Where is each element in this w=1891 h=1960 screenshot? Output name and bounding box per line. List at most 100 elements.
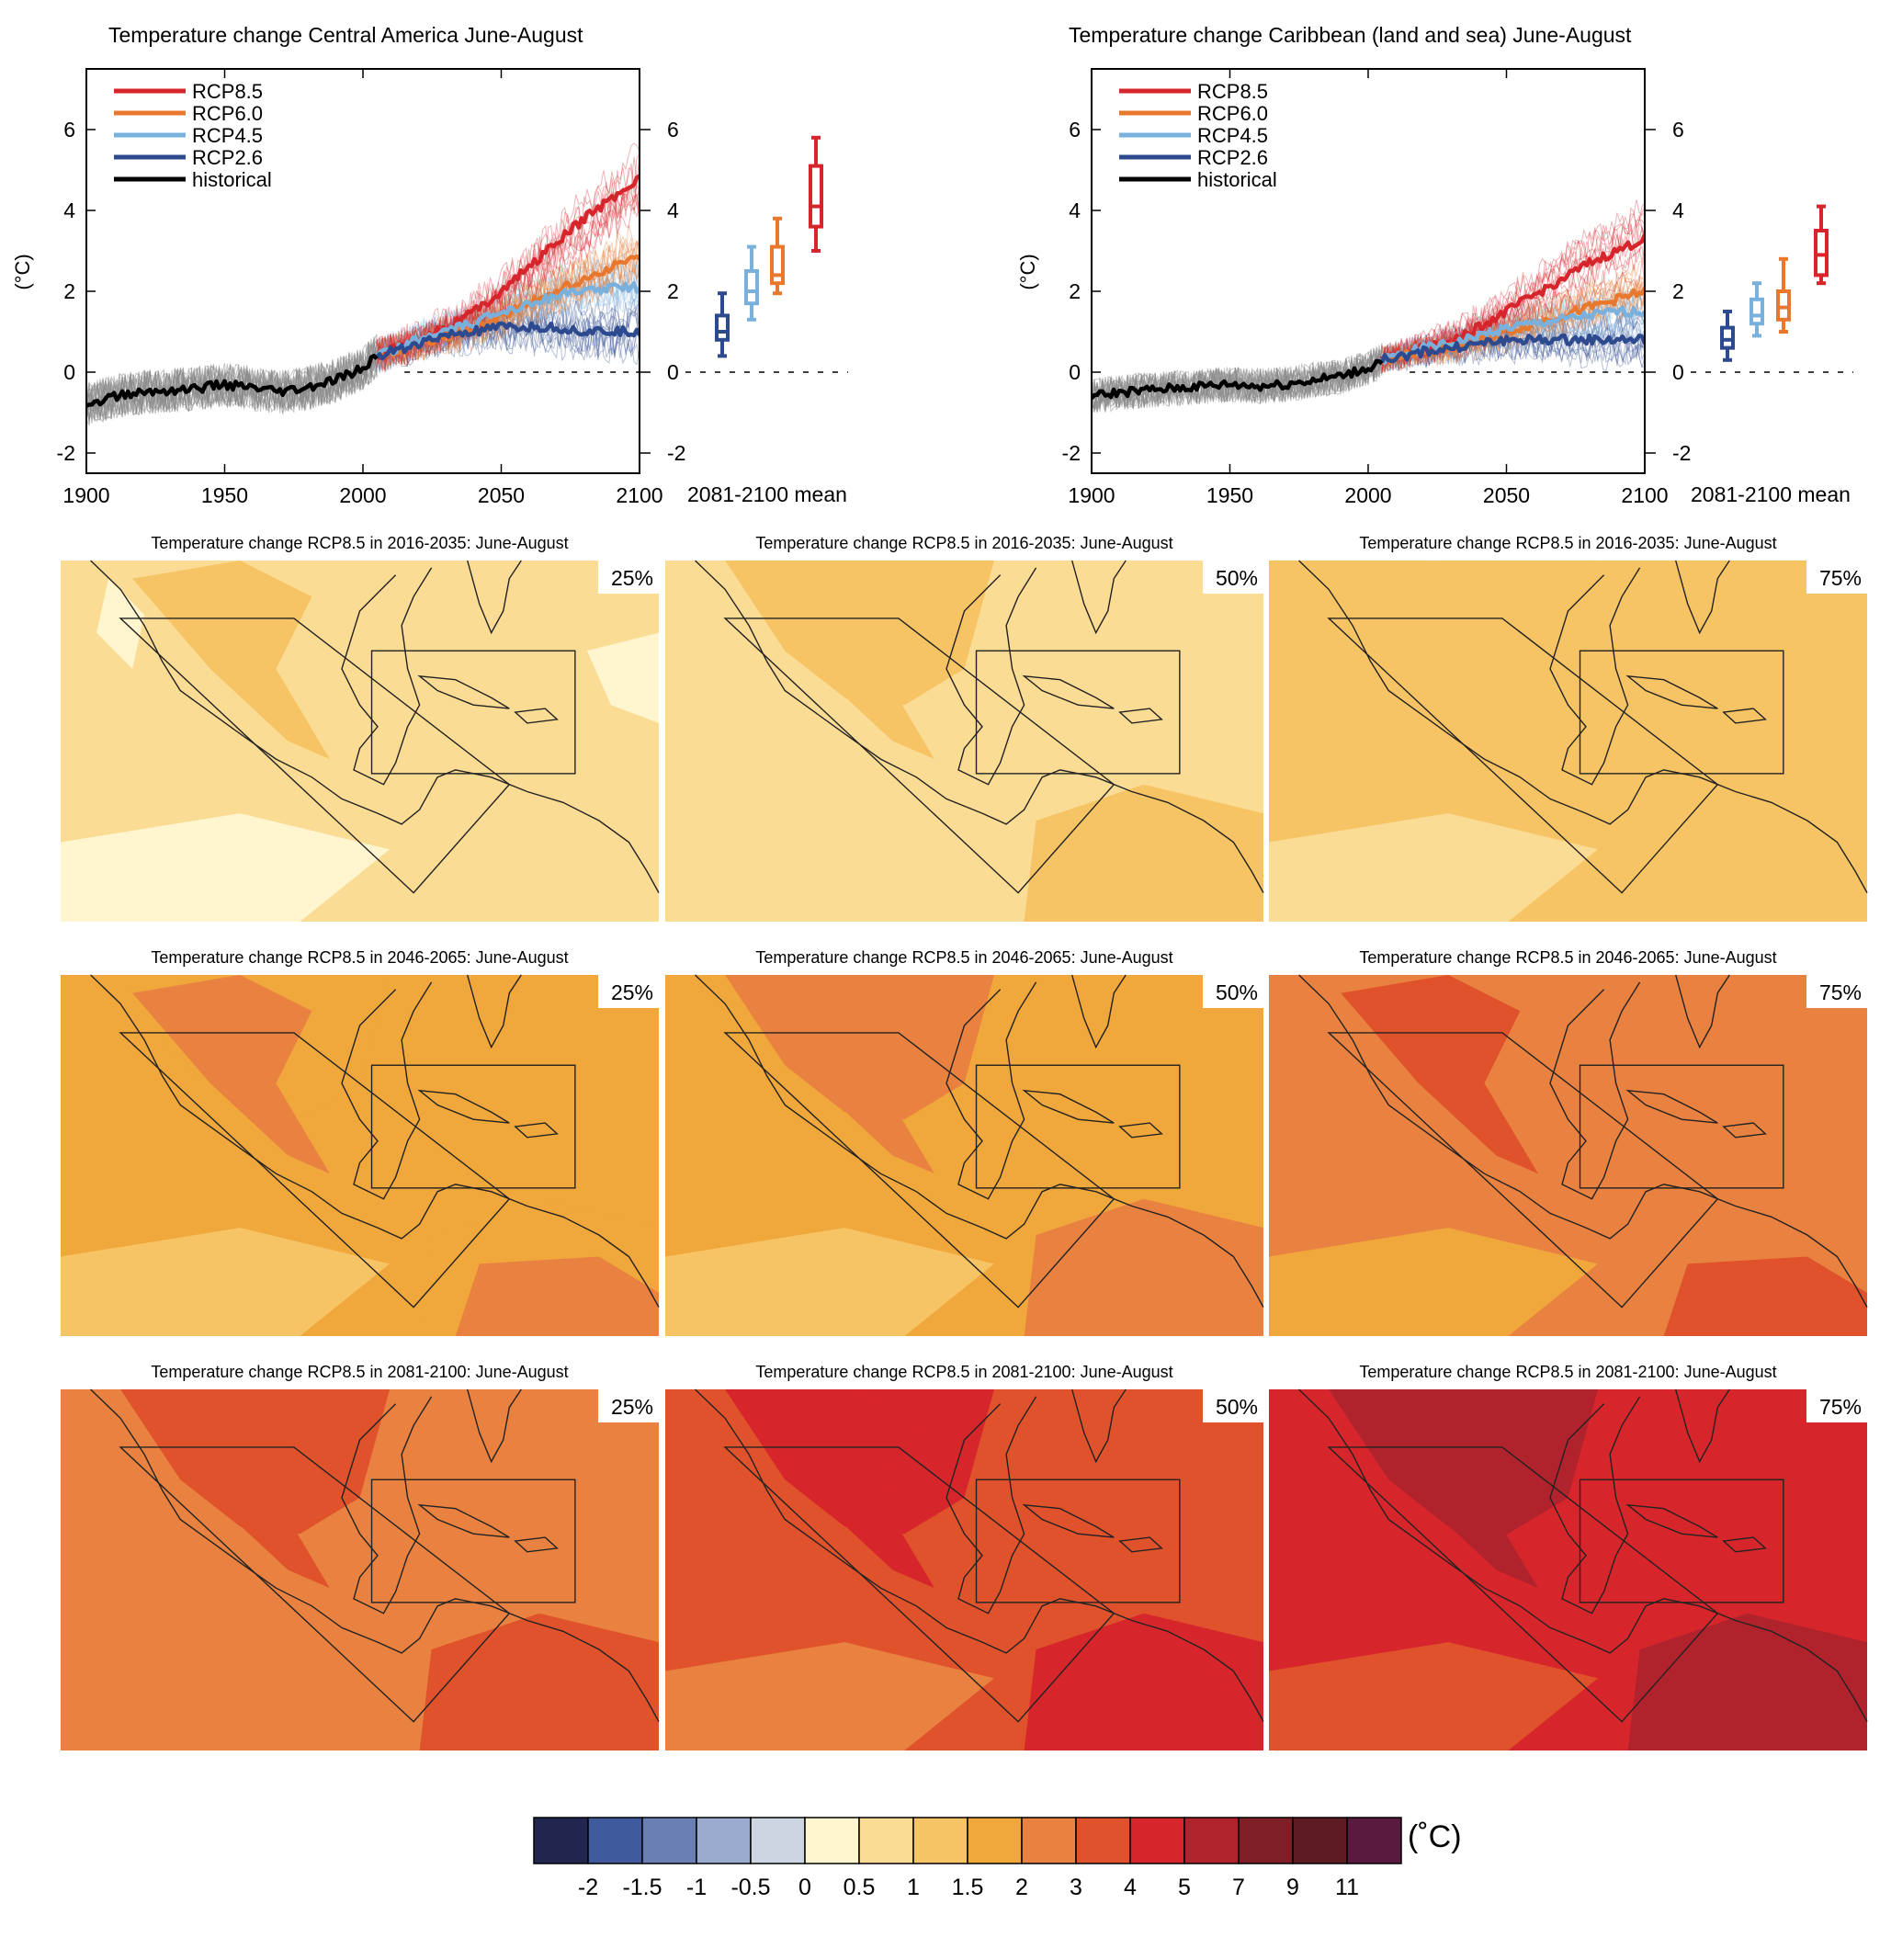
colorbar-tick-label: 2 [1015,1875,1028,1900]
colorbar-tick-label: 9 [1286,1875,1299,1900]
rcp45-member-line [1381,289,1645,371]
coastline [946,567,1037,786]
percentile-tag-bg [1806,975,1867,1008]
x-tick-label: 2050 [1483,483,1530,507]
y-right-tick-label: -2 [1672,441,1691,465]
island-outline [1722,1122,1767,1139]
percentile-label: 25% [611,980,653,1004]
y-axis-left: -2 0 2 4 6 [1062,118,1101,465]
island-outline [1022,1089,1115,1124]
coastline [695,1388,1264,1722]
map-contour-region [665,1642,994,1750]
map-title: Temperature change RCP8.5 in 2081-2100: … [151,1363,568,1381]
colorbar-swatch [1292,1817,1348,1864]
x-axis: 1900 1950 2000 2050 2100 [1068,69,1669,507]
rcp26-member-line [376,322,640,368]
y-right-tick-label: 6 [667,118,679,142]
coastline [1298,1388,1868,1722]
y-right-tick-label: 4 [1672,198,1684,222]
historical-member-line [1092,346,1383,412]
y-tick-label: 6 [63,118,75,142]
percentile-tag-bg [598,1389,659,1422]
region-outline-caribbean [370,1064,576,1189]
y-tick-label: -2 [1062,441,1081,465]
percentile-label: 50% [1216,980,1258,1004]
coastline [1298,560,1868,893]
rcp26-mean-line [1379,333,1645,364]
y-right-tick-label: 2 [667,279,679,303]
region-outline-central-america [723,1446,1115,1723]
island-outline [1625,1089,1718,1124]
x-tick-label: 1900 [62,483,109,507]
x-tick-label: 2000 [1344,483,1391,507]
chart-title: Temperature change Caribbean (land and s… [1069,23,1632,47]
y-tick-label: 6 [1069,118,1081,142]
coastline [946,981,1037,1200]
region-outline-central-america [1327,1032,1719,1309]
timeseries-panel-caribbean: Temperature change Caribbean (land and s… [1016,23,1853,507]
rcp45-member-line [1381,287,1645,368]
map-title: Temperature change RCP8.5 in 2081-2100: … [755,1363,1172,1381]
map-contour-region [132,975,330,1174]
colorbar-tick-label: 0.5 [844,1875,876,1900]
coastline [1071,1388,1127,1464]
map-contour-region [1663,1256,1867,1336]
map-panel: Temperature change RCP8.5 in 2081-2100: … [1269,1363,1868,1750]
map-contour-region [1269,1642,1598,1750]
map-title: Temperature change RCP8.5 in 2081-2100: … [1359,1363,1776,1381]
percentile-label: 75% [1819,1395,1862,1419]
historical-member-line [86,341,378,419]
y-tick-label: -2 [57,441,75,465]
colorbar-swatch [912,1817,968,1864]
historical-mean-line [1092,358,1384,401]
rcp60-member-line [1381,265,1645,370]
region-outline-central-america [723,617,1115,894]
y-right-tick-label: -2 [667,441,685,465]
boxplot-label: 2081-2100 mean [1691,482,1851,506]
region-outline-central-america [723,1032,1115,1309]
percentile-label: 75% [1819,980,1862,1004]
region-outline-caribbean [975,1478,1181,1603]
colorbar-tick-label: 5 [1178,1875,1191,1900]
rcp26-box [715,313,730,342]
y-tick-label: 4 [63,198,75,222]
map-contour-region [61,1642,391,1750]
rcp85-member-line [1381,206,1645,361]
island-outline [417,1503,510,1538]
map-contour-region [737,975,934,1174]
coastline [467,1388,522,1464]
legend-label-rcp85: RCP8.5 [192,80,263,103]
y-right-tick-label: 4 [667,198,679,222]
colorbar-swatch [967,1817,1023,1864]
region-outline-caribbean [975,1064,1181,1189]
island-outline [1022,674,1115,709]
coastline [1675,560,1730,635]
coastline [90,974,660,1308]
boxplot-label: 2081-2100 mean [687,482,847,506]
island-outline [514,1122,559,1139]
legend-label-rcp26: RCP2.6 [1197,146,1268,169]
legend-label-rcp26: RCP2.6 [192,146,263,169]
x-tick-label: 1900 [1068,483,1115,507]
percentile-tag-bg [1203,1389,1263,1422]
colorbar-swatch [1238,1817,1294,1864]
map-contour-region [1341,561,1538,760]
map-title: Temperature change RCP8.5 in 2046-2065: … [151,948,568,967]
coastline [695,974,1264,1308]
rcp26-member-line [376,303,640,369]
rcp85-box [1814,229,1829,278]
historical-member-line [1092,356,1383,414]
coastline [1549,1396,1641,1614]
rcp60-box [770,244,785,286]
colorbar-tick-label: 3 [1070,1875,1082,1900]
colorbar-tick-label: 1 [907,1875,920,1900]
coastline [1071,974,1127,1049]
coastline [90,1388,660,1722]
colorbar-swatch [858,1817,914,1864]
rcp60-member-line [1381,272,1645,371]
rcp85-member-line [376,156,640,365]
rcp26-member-line [376,294,640,370]
colorbar-tick-label: -1.5 [622,1875,662,1900]
region-outline-caribbean [975,650,1181,775]
